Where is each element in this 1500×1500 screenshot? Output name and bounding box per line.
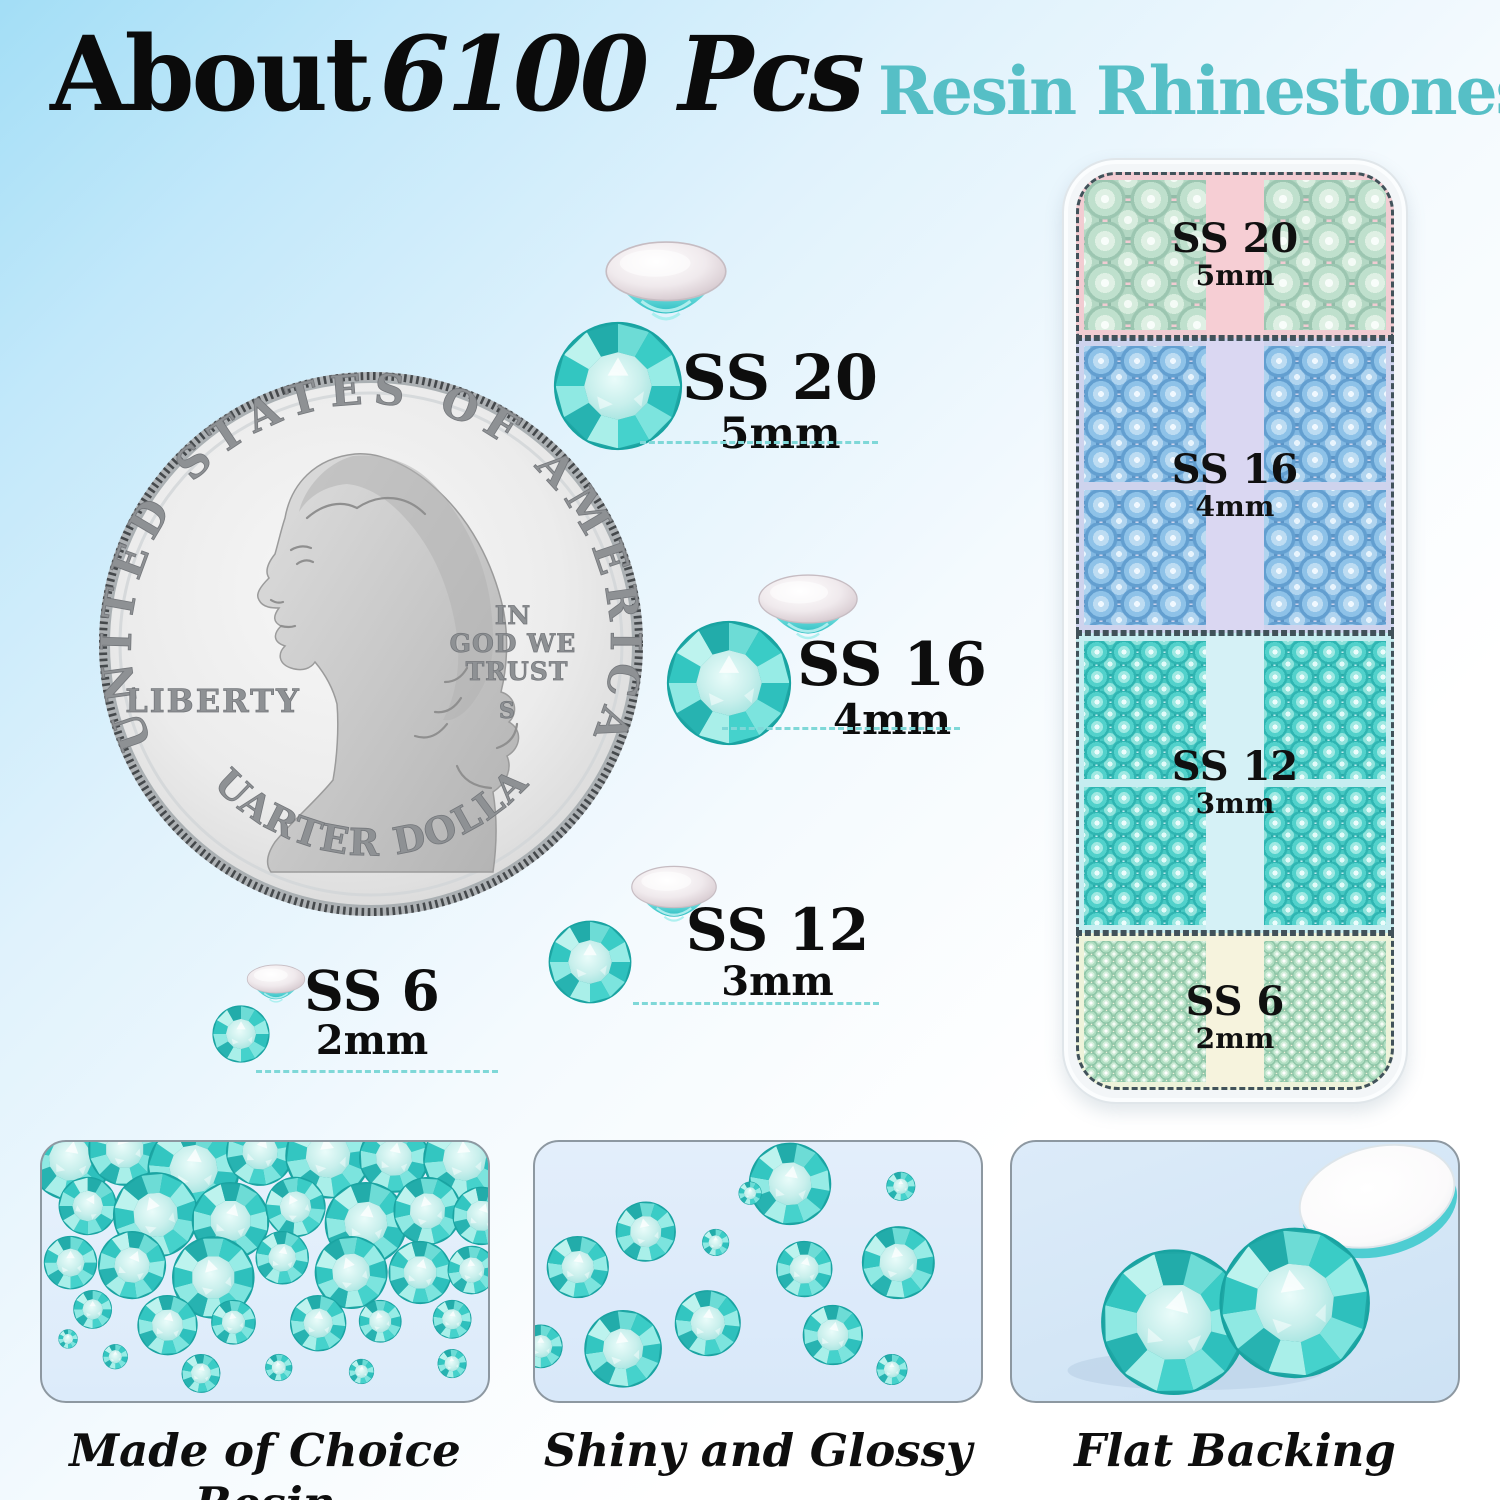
title-count: About <box>50 14 371 135</box>
rhinestone-gem <box>770 1235 839 1304</box>
feature-caption-flatback: Flat Backing <box>1074 1424 1396 1477</box>
rhinestone-gem <box>436 1347 469 1380</box>
rhinestone-gem <box>702 1228 730 1257</box>
rhinestone-gem <box>535 1324 563 1369</box>
rhinestone-gem <box>262 1351 295 1384</box>
rhinestone-gem <box>876 1353 908 1386</box>
case-compartment <box>1084 641 1208 925</box>
rhinestone-gem <box>856 1220 941 1305</box>
feature-photo-glossy <box>533 1140 983 1403</box>
coin-liberty-text: LIBERTY <box>125 682 301 720</box>
case-compartment <box>1262 180 1386 330</box>
case-label-ss12: SS 12 3mm <box>1171 742 1299 820</box>
rhinestone-gem <box>102 1344 128 1370</box>
feature-caption-glossy: Shiny and Glossy <box>543 1424 973 1477</box>
coin-motto-line3: TRUST <box>466 657 569 686</box>
case-compartment <box>1262 641 1386 925</box>
rhinestone-gem <box>444 1242 488 1298</box>
rhinestone-pile-photo <box>42 1142 488 1396</box>
feature-photo-flatback <box>1010 1140 1460 1403</box>
case-compartment <box>1084 941 1208 1082</box>
rhinestone-gem <box>886 1171 916 1201</box>
rhinestone-gem <box>671 1286 745 1360</box>
rhinestone-gem <box>738 1181 762 1205</box>
dashed-underline <box>640 441 878 444</box>
case-center-strip <box>1206 341 1264 630</box>
case-center-strip <box>1206 636 1264 930</box>
size-label-ss16: SS 16 4mm <box>797 630 987 745</box>
coin-mint-mark: S <box>499 698 515 724</box>
rhinestone-gem <box>430 1297 475 1342</box>
dashed-underline <box>633 1002 879 1005</box>
size-label-ss12: SS 12 3mm <box>685 896 870 1006</box>
coin-motto-line1: IN <box>495 601 532 630</box>
dashed-underline <box>722 727 960 730</box>
rhinestone-gem <box>73 1289 113 1329</box>
page-subtitle: Resin Rhinestones <box>878 52 1500 130</box>
rhinestone-gem <box>178 1350 224 1396</box>
quarter-coin-image: UNITED STATES OF AMERICA QUARTER DOLLAR … <box>95 368 643 916</box>
coin-motto-line2: GOD WE <box>450 629 577 658</box>
rhinestone-ss12 <box>548 920 632 1004</box>
size-label-ss6: SS 6 2mm <box>304 958 440 1065</box>
case-section-ss16: SS 16 4mm <box>1076 338 1394 633</box>
flipped-stone-white-back <box>1298 1143 1458 1259</box>
rhinestone-gem <box>58 1329 78 1349</box>
case-compartment <box>1084 180 1208 330</box>
rhinestone-scatter-photo <box>535 1142 941 1393</box>
rhinestone-gem <box>797 1299 869 1371</box>
rhinestone-gem <box>347 1357 376 1386</box>
case-section-ss20: SS 20 5mm <box>1076 172 1394 338</box>
case-section-ss12: SS 12 3mm <box>1076 633 1394 933</box>
case-section-ss6: SS 6 2mm <box>1076 933 1394 1090</box>
washington-profile <box>257 453 520 873</box>
feature-photo-resin <box>40 1140 490 1403</box>
page-title: About 6100 Pcs <box>50 14 865 135</box>
rhinestone-gem <box>43 1235 98 1290</box>
rhinestone-storage-case: SS 20 5mm SS 16 4mm SS 12 3mm <box>1062 158 1408 1104</box>
case-label-ss16: SS 16 4mm <box>1171 445 1299 523</box>
title-count-number: 6100 Pcs <box>379 14 865 135</box>
case-center-strip <box>1206 175 1264 335</box>
case-compartment <box>1084 346 1208 625</box>
case-label-ss20: SS 20 5mm <box>1171 214 1299 292</box>
case-center-strip <box>1206 936 1264 1087</box>
case-compartment <box>1262 346 1386 625</box>
rhinestone-gem <box>579 1305 667 1393</box>
dashed-underline <box>256 1070 498 1073</box>
feature-caption-resin: Made of Choice Resin <box>69 1424 461 1500</box>
case-label-ss6: SS 6 2mm <box>1185 977 1285 1055</box>
case-compartment <box>1262 941 1386 1082</box>
size-label-ss20: SS 20 5mm <box>681 341 879 460</box>
rhinestone-gem <box>610 1196 682 1268</box>
flat-backing-photo <box>1067 1143 1458 1401</box>
rhinestone-gem <box>542 1232 613 1303</box>
